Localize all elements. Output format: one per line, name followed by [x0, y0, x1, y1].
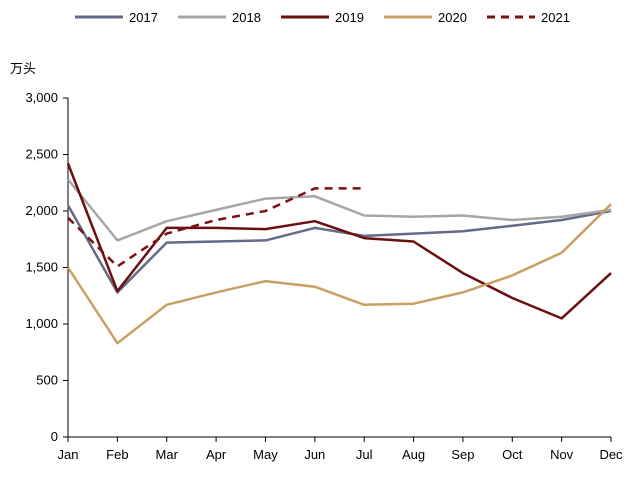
legend-label-2019: 2019	[335, 10, 364, 25]
x-tick-label: Mar	[156, 447, 179, 462]
x-axis: Jan Feb Mar Apr May Jun Jul Aug Sep Oct Nov Dec	[58, 436, 623, 462]
y-tick-label: 2,500	[25, 147, 58, 162]
legend-label-2021: 2021	[541, 10, 570, 25]
y-axis: 0 500 1,000 1,500 2,000 2,500 3,000	[25, 90, 69, 444]
y-tick-label: 3,000	[25, 90, 58, 105]
y-tick-label: 2,000	[25, 203, 58, 218]
legend-label-2018: 2018	[232, 10, 261, 25]
legend: 2017 2018 2019 2020 2021	[75, 10, 570, 25]
series-line-2018	[67, 178, 612, 242]
series-line-2021	[67, 187, 365, 268]
legend-label-2017: 2017	[129, 10, 158, 25]
y-tick-label: 0	[51, 429, 58, 444]
x-tick-label: Aug	[402, 447, 425, 462]
x-tick-label: Apr	[206, 447, 227, 462]
x-tick-label: Sep	[451, 447, 474, 462]
y-tick-label: 1,000	[25, 316, 58, 331]
series-lines	[66, 163, 612, 345]
x-tick-label: Jun	[304, 447, 325, 462]
y-axis-unit-label: 万头	[10, 62, 36, 77]
x-tick-label: Jan	[58, 447, 79, 462]
series-line-2020	[66, 203, 612, 345]
y-tick-label: 1,500	[25, 260, 58, 275]
x-tick-label: Jul	[356, 447, 373, 462]
x-tick-label: Feb	[106, 447, 128, 462]
x-tick-label: Nov	[550, 447, 574, 462]
legend-label-2020: 2020	[438, 10, 467, 25]
y-tick-label: 500	[36, 373, 58, 388]
x-tick-label: May	[253, 447, 278, 462]
x-tick-label: Oct	[502, 447, 523, 462]
series-line-2017	[66, 204, 612, 294]
x-tick-label: Dec	[599, 447, 623, 462]
